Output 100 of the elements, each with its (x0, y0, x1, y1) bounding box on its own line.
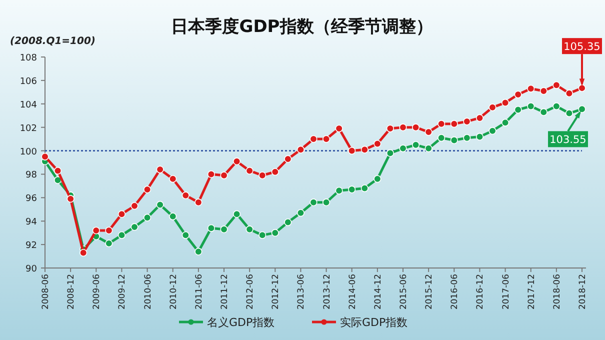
x-tick-label: 2013-06 (296, 274, 307, 310)
point (130, 223, 138, 231)
point (143, 214, 152, 222)
y-tick-label: 98 (26, 170, 38, 181)
x-tick-label: 2018-12 (578, 274, 588, 310)
point (246, 226, 254, 234)
point (169, 212, 177, 220)
point (514, 106, 522, 114)
point (258, 172, 266, 180)
x-tick-label: 2011-12 (220, 274, 230, 310)
point (92, 226, 100, 234)
point (424, 128, 432, 136)
point (118, 231, 126, 239)
point (220, 172, 228, 180)
chart-title: 日本季度GDP指数（经季节调整） (171, 17, 433, 37)
point (41, 152, 49, 160)
point (501, 98, 510, 107)
point (348, 146, 356, 155)
point (540, 87, 548, 95)
point (527, 84, 535, 92)
point (463, 134, 471, 142)
point (143, 186, 152, 194)
point (476, 132, 484, 141)
x-tick-label: 2016-06 (450, 274, 460, 310)
point (66, 195, 74, 203)
x-tick-label: 2017-06 (501, 274, 512, 310)
point (335, 124, 343, 132)
point (220, 226, 228, 234)
point (438, 120, 446, 128)
point (105, 226, 113, 234)
point (501, 118, 510, 126)
x-tick-label: 2013-12 (322, 274, 332, 310)
point (296, 209, 305, 217)
legend-label: 名义GDP指数 (207, 316, 275, 329)
x-tick-label: 2008-06 (41, 274, 51, 310)
point (156, 200, 164, 208)
point (310, 198, 318, 206)
point (463, 118, 471, 126)
point (399, 124, 407, 132)
y-tick-label: 94 (26, 218, 38, 228)
y-tick-label: 108 (20, 54, 38, 64)
point (412, 124, 420, 132)
point (335, 186, 343, 194)
y-tick-label: 92 (26, 241, 37, 252)
y-tick-label: 104 (20, 100, 38, 110)
point (578, 105, 586, 113)
point (246, 166, 254, 175)
point (438, 134, 446, 142)
point (194, 198, 202, 206)
legend-label: 实际GDP指数 (340, 316, 408, 329)
point (412, 141, 420, 149)
point (360, 146, 368, 154)
point (552, 102, 560, 110)
point (488, 104, 496, 112)
y-tick-label: 90 (26, 264, 38, 274)
point (578, 84, 586, 92)
x-tick-label: 2012-06 (246, 274, 256, 310)
point (118, 210, 126, 218)
point (182, 192, 190, 200)
point (169, 175, 177, 183)
point (348, 186, 356, 194)
point (182, 231, 190, 239)
point (130, 202, 138, 210)
point (322, 135, 330, 143)
x-tick-label: 2018-06 (552, 274, 562, 310)
point (514, 90, 522, 98)
point (399, 144, 407, 152)
point (271, 168, 279, 176)
y-tick-label: 96 (26, 194, 38, 204)
point (207, 224, 216, 232)
y-tick-label: 100 (20, 147, 38, 158)
x-tick-label: 2011-06 (194, 274, 204, 310)
point (271, 229, 279, 237)
point (258, 231, 266, 239)
x-tick-label: 2010-12 (168, 274, 179, 310)
x-tick-label: 2012-12 (271, 274, 282, 310)
point (540, 108, 548, 116)
point (296, 146, 305, 154)
annotation: 105.35 (564, 41, 600, 54)
point (552, 81, 560, 89)
point (360, 184, 368, 192)
point (450, 120, 458, 128)
point (322, 198, 330, 206)
point (54, 176, 62, 184)
point (194, 248, 202, 256)
x-tick-label: 2015-06 (399, 274, 409, 310)
point (105, 240, 113, 248)
point (488, 127, 496, 135)
point (565, 90, 574, 98)
point (156, 166, 164, 174)
point (386, 149, 394, 157)
point (80, 248, 88, 257)
x-tick-label: 2014-12 (373, 274, 384, 310)
point (476, 114, 484, 122)
y-tick-label: 106 (20, 76, 38, 87)
point (232, 210, 241, 218)
point (310, 135, 318, 143)
x-tick-label: 2016-12 (476, 274, 486, 310)
point (284, 218, 292, 226)
point (424, 144, 432, 152)
